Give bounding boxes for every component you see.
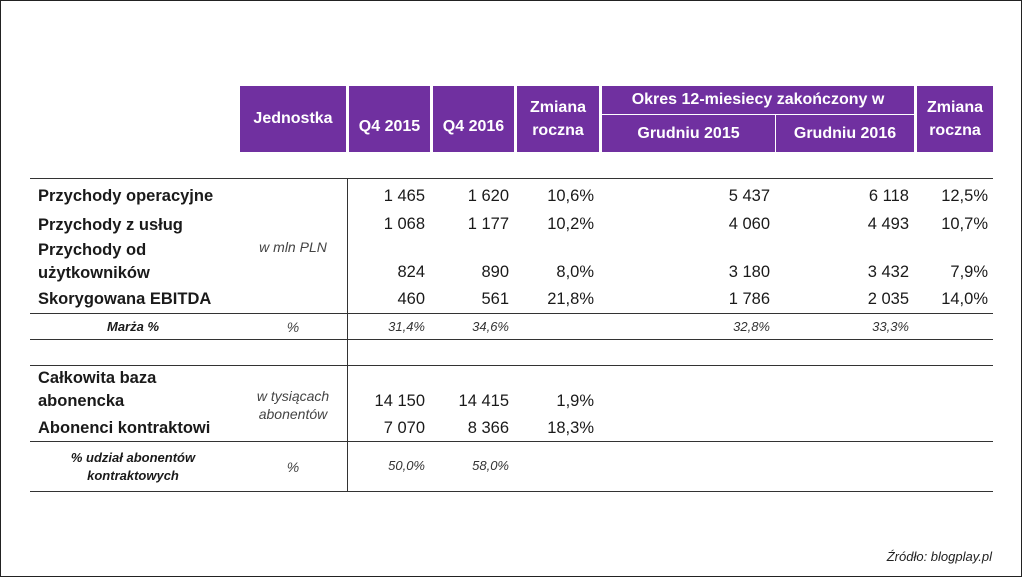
cell-value: 4 060: [728, 215, 770, 233]
rule-top: [30, 178, 993, 179]
divider-vertical: [347, 178, 348, 491]
cell-value: 3 180: [728, 263, 770, 281]
rule-marza-top: [30, 313, 993, 314]
header-zmiana-2-line2: roczna: [929, 122, 981, 139]
rule-udzial-top: [30, 441, 993, 442]
cell-value: 3 432: [867, 263, 909, 281]
cell-value: 14 150: [374, 392, 425, 410]
cell-value: 58,0%: [472, 458, 509, 473]
cell-value: 10,7%: [941, 215, 988, 233]
row-label-ebitda: Skorygowana EBITDA: [38, 290, 212, 308]
rule-marza-bottom: [30, 339, 993, 340]
header-zmiana-2: Zmiana roczna: [917, 86, 993, 152]
row-label-udzial-1: % udział abonentów: [70, 450, 196, 465]
cell-value: 5 437: [728, 187, 770, 205]
header-q4-2015: Q4 2015: [349, 86, 430, 152]
source-caption: Źródło: blogplay.pl: [886, 549, 992, 564]
header-zmiana-2-line1: Zmiana: [926, 98, 983, 116]
cell-value: 33,3%: [872, 319, 909, 334]
row-label-przychody-operacyjne: Przychody operacyjne: [38, 187, 214, 205]
cell-value: 1 177: [467, 215, 509, 233]
row-label-baza-1: Całkowita baza: [38, 369, 157, 387]
rule-bottom: [30, 491, 993, 492]
row-label-przychody-uslug: Przychody z usług: [38, 216, 183, 234]
cell-value: 31,4%: [388, 319, 425, 334]
header-grudniu-2016: Grudniu 2016: [776, 114, 914, 152]
cell-value: 460: [397, 290, 425, 308]
unit-tys-1: w tysiącach: [256, 388, 330, 404]
header-q4-2016-label: Q4 2016: [442, 118, 505, 136]
header-jednostka-label: Jednostka: [253, 110, 333, 128]
header-zmiana-1: Zmiana roczna: [517, 86, 599, 152]
row-label-kontraktowi: Abonenci kontraktowi: [38, 419, 211, 437]
cell-value: 2 035: [867, 290, 909, 308]
row-label-przychody-uzytk-1: Przychody od: [38, 241, 147, 259]
unit-percent-marza: %: [286, 319, 300, 335]
cell-value: 14 415: [458, 392, 509, 410]
rule-section2-top: [30, 365, 993, 366]
cell-value: 1,9%: [556, 392, 594, 410]
unit-tys-2: abonentów: [258, 406, 328, 422]
header-grudniu-2015-label: Grudniu 2015: [637, 124, 740, 142]
cell-value: 1 620: [467, 187, 509, 205]
cell-value: 561: [481, 290, 509, 308]
cell-value: 8,0%: [556, 263, 594, 281]
cell-value: 1 465: [383, 187, 425, 205]
unit-percent-udzial: %: [286, 459, 300, 475]
cell-value: 21,8%: [547, 290, 594, 308]
cell-value: 10,2%: [547, 215, 594, 233]
header-okres-label: Okres 12-miesiecy zakończony w: [631, 91, 885, 109]
cell-value: 50,0%: [388, 458, 425, 473]
header-zmiana-1-line1: Zmiana: [529, 98, 586, 116]
cell-value: 4 493: [867, 215, 909, 233]
cell-value: 7 070: [383, 419, 425, 437]
cell-value: 10,6%: [547, 187, 594, 205]
cell-value: 7,9%: [950, 263, 988, 281]
header-jednostka: Jednostka: [240, 86, 346, 152]
cell-value: 12,5%: [941, 187, 988, 205]
cell-value: 1 786: [728, 290, 770, 308]
header-q4-2016: Q4 2016: [433, 86, 514, 152]
unit-mln-pln: w mln PLN: [259, 239, 327, 255]
row-label-przychody-uzytk-2: użytkowników: [38, 264, 150, 282]
cell-value: 890: [481, 263, 509, 281]
header-grudniu-2016-label: Grudniu 2016: [793, 124, 897, 142]
row-label-baza-2: abonencka: [38, 392, 125, 410]
cell-value: 1 068: [383, 215, 425, 233]
row-label-marza: Marża %: [106, 319, 160, 334]
header-zmiana-1-line2: roczna: [532, 122, 584, 139]
header-okres: Okres 12-miesiecy zakończony w: [602, 86, 914, 114]
cell-value: 32,8%: [733, 319, 770, 334]
cell-value: 824: [397, 263, 425, 281]
header-grudniu-2015: Grudniu 2015: [602, 114, 776, 152]
cell-value: 8 366: [467, 419, 509, 437]
row-label-udzial-2: kontraktowych: [87, 468, 179, 483]
cell-value: 34,6%: [472, 319, 509, 334]
cell-value: 6 118: [868, 187, 909, 205]
cell-value: 14,0%: [941, 290, 988, 308]
cell-value: 18,3%: [547, 419, 594, 437]
header-q4-2015-label: Q4 2015: [358, 118, 421, 136]
